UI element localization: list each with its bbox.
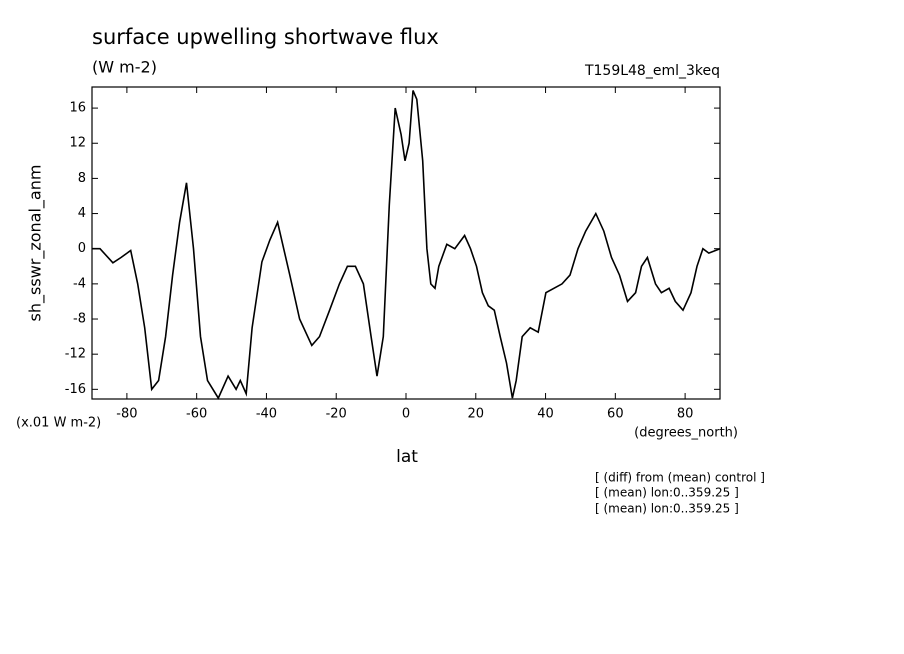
y-axis-label: sh_sswr_zonal_anm — [26, 165, 46, 322]
y-tick-label: 8 — [78, 171, 86, 186]
x-tick-label: 0 — [402, 407, 410, 422]
x-tick-label: 40 — [537, 407, 554, 422]
note: [ (mean) lon:0..359.25 ] — [595, 486, 739, 500]
plot-frame — [91, 86, 721, 400]
y-tick-label: -16 — [65, 382, 86, 397]
y-tick-label: 16 — [69, 101, 86, 116]
y-tick-label: -8 — [73, 312, 86, 327]
chart-title: surface upwelling shortwave flux — [92, 25, 439, 49]
x-tick-label: 80 — [677, 407, 694, 422]
y-tick-label: 12 — [69, 136, 86, 151]
x-tick-label: -80 — [116, 407, 137, 422]
x-tick-label: 20 — [468, 407, 485, 422]
y-tick-label: -4 — [73, 276, 86, 291]
run-label: T159L48_eml_3keq — [584, 63, 720, 79]
y-tick-label: 4 — [78, 206, 86, 221]
y-tick-label: -12 — [65, 347, 86, 362]
note: [ (diff) from (mean) control ] — [595, 471, 765, 485]
chart-subtitle: (W m-2) — [92, 58, 157, 77]
x-tick-label: -60 — [186, 407, 207, 422]
x-tick-label: 60 — [607, 407, 624, 422]
x-unit: (degrees_north) — [634, 426, 738, 441]
note: [ (mean) lon:0..359.25 ] — [595, 502, 739, 516]
x-tick-label: -20 — [326, 407, 347, 422]
x-tick-label: -40 — [256, 407, 277, 422]
x-axis-label: lat — [396, 447, 418, 467]
y-unit: (x.01 W m-2) — [16, 416, 101, 431]
data-line — [92, 90, 721, 400]
y-tick-label: 0 — [78, 241, 86, 256]
